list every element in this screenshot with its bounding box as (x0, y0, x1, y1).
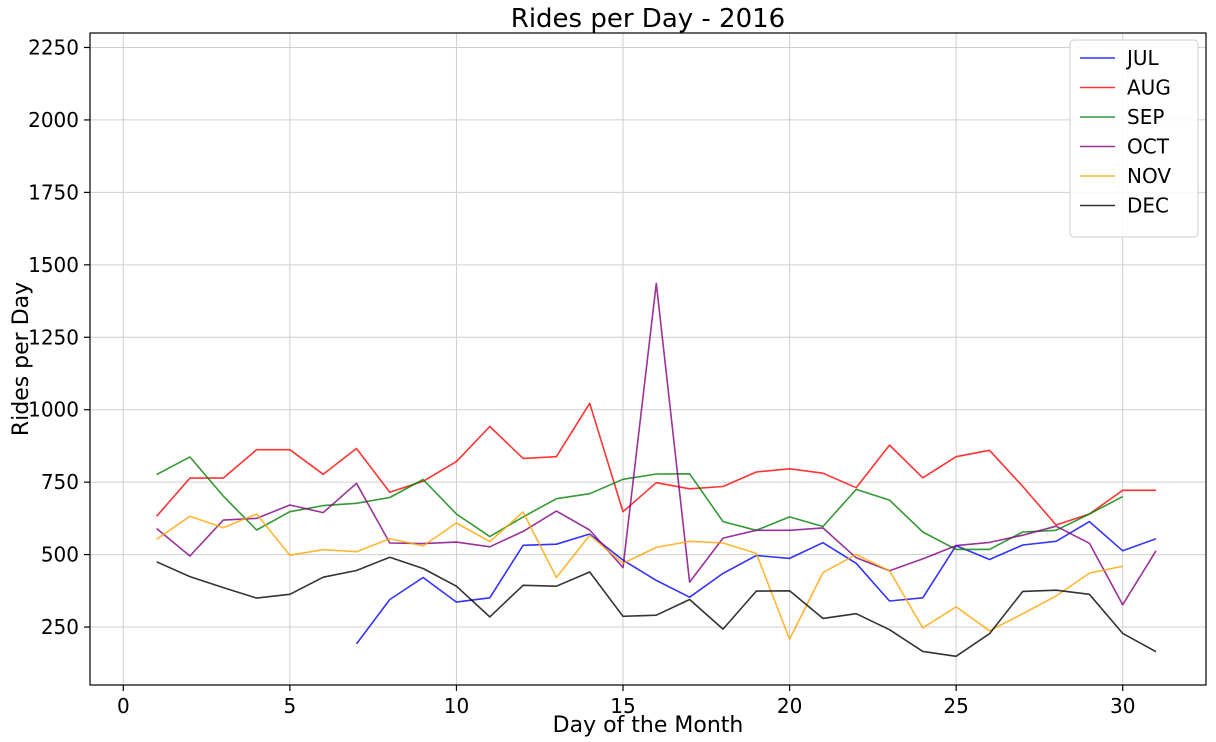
y-tick-label: 1500 (28, 253, 79, 277)
legend: JUL AUG SEP OCT NOV DEC (1069, 39, 1199, 238)
ticks: 0 5 10 15 20 25 30 250 500 750 1000 1250 1500 1750 200… (28, 35, 1135, 718)
x-tick-label: 20 (777, 694, 802, 718)
legend-label-aug: AUG (1127, 76, 1171, 100)
series-line-sep (156, 456, 1124, 551)
series-line-aug (155, 402, 1156, 526)
legend-label-oct: OCT (1127, 135, 1170, 159)
x-tick-label: 0 (117, 694, 130, 718)
x-tick-label: 25 (943, 694, 968, 718)
x-tick-label: 30 (1110, 694, 1135, 718)
y-tick-label: 500 (41, 543, 79, 567)
y-tick-label: 1000 (28, 398, 79, 422)
legend-label-dec: DEC (1127, 194, 1169, 218)
y-tick-label: 250 (41, 615, 79, 639)
y-tick-label: 1250 (28, 325, 79, 349)
y-axis-label: Rides per Day (9, 282, 34, 436)
series-line-oct (156, 282, 1157, 606)
y-tick-label: 1750 (28, 180, 79, 204)
series-layer (155, 282, 1157, 658)
legend-label-sep: SEP (1127, 105, 1164, 129)
legend-box (1069, 39, 1199, 238)
series-line-nov (156, 511, 1123, 640)
x-axis-label: Day of the Month (553, 713, 744, 738)
grid (90, 33, 1206, 685)
y-tick-label: 2000 (28, 108, 79, 132)
x-tick-label: 5 (284, 694, 297, 718)
chart-title: Rides per Day - 2016 (511, 4, 785, 34)
legend-label-jul: JUL (1125, 46, 1160, 70)
x-tick-label: 10 (444, 694, 469, 718)
y-tick-label: 2250 (28, 35, 79, 59)
legend-label-nov: NOV (1127, 164, 1171, 188)
series-line-dec (156, 556, 1157, 658)
axes-frame (89, 32, 1207, 686)
y-tick-label: 750 (41, 470, 79, 494)
x-tick-label: 15 (610, 694, 635, 718)
